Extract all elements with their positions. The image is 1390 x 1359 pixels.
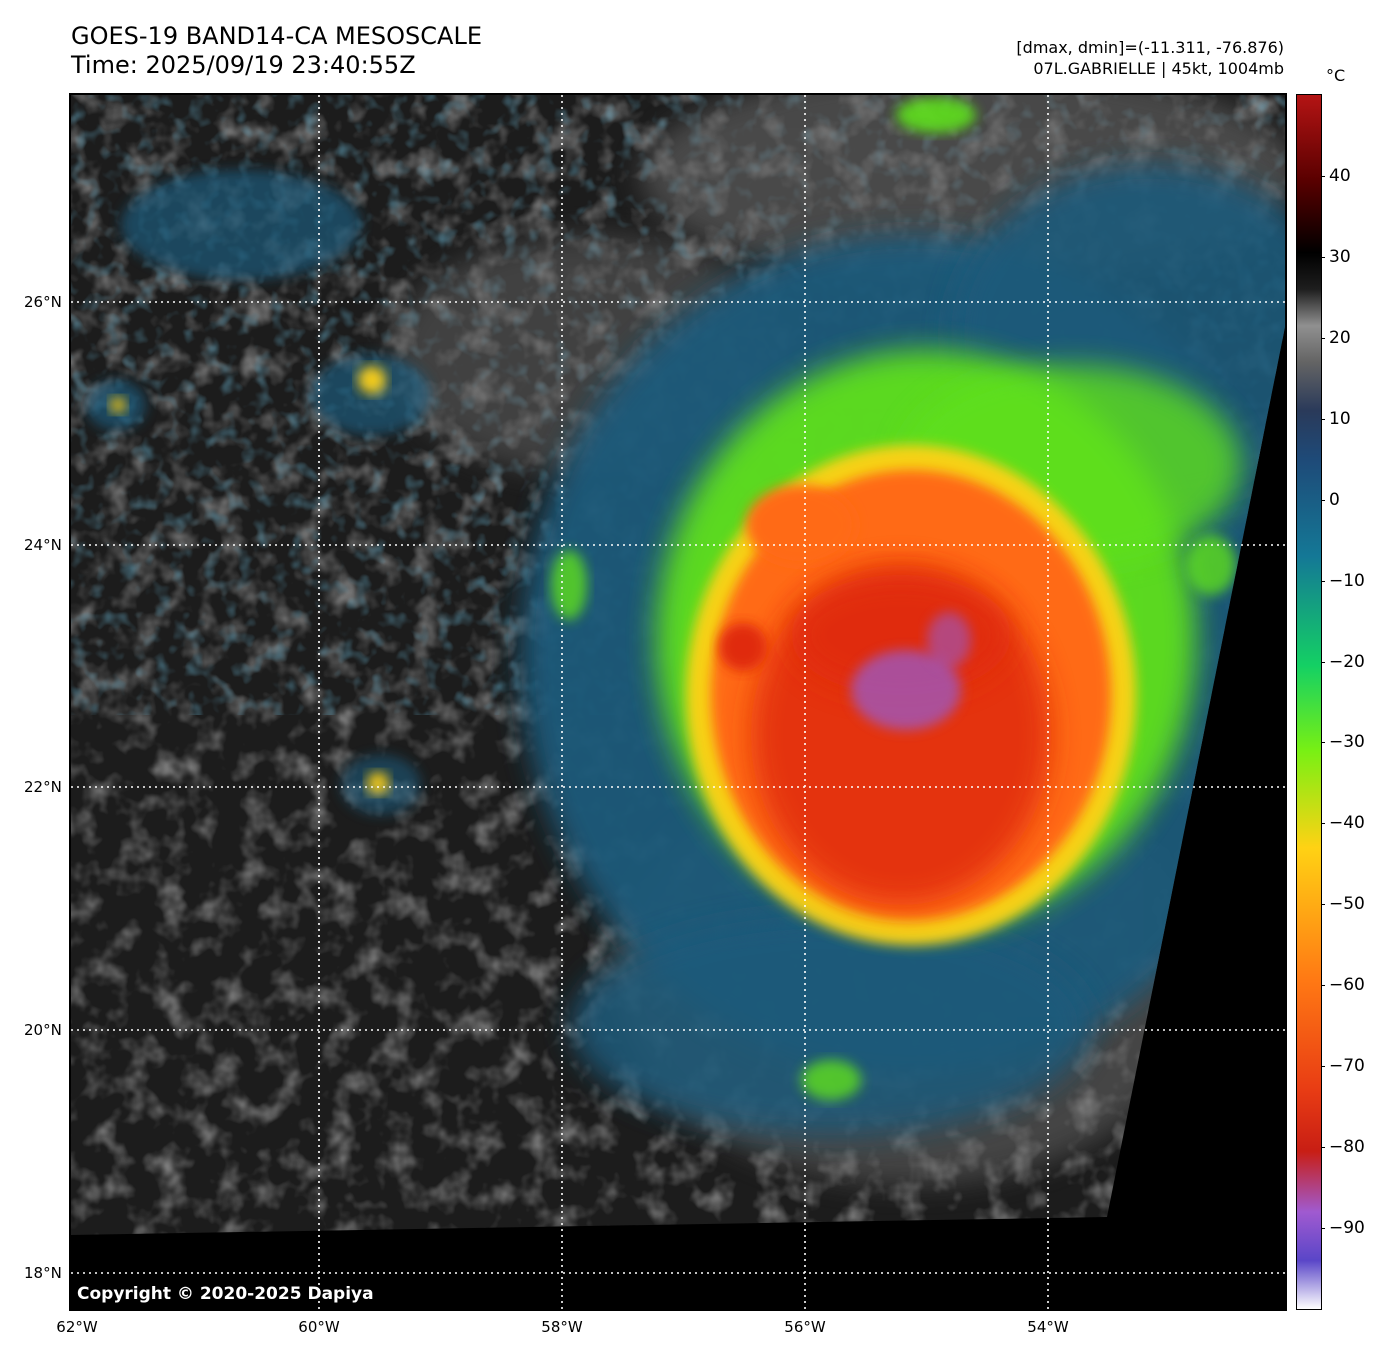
imagery-layer — [71, 95, 1285, 1235]
colorbar-tick — [1321, 499, 1325, 501]
figure-time: Time: 2025/09/19 23:40:55Z — [71, 51, 416, 79]
colorbar-tick — [1321, 580, 1325, 582]
colorbar-tick — [1321, 742, 1325, 744]
colorbar-tick — [1321, 661, 1325, 663]
colorbar-unit: °C — [1326, 66, 1346, 85]
lon-label-54w: 54°W — [1027, 1318, 1069, 1336]
colorbar-tick-label: 20 — [1329, 327, 1351, 348]
colorbar-tick-label: −50 — [1329, 894, 1365, 915]
colorbar-tick-label: −60 — [1329, 975, 1365, 996]
colorbar-tick-label: −80 — [1329, 1137, 1365, 1158]
colorbar — [1296, 94, 1322, 1310]
lat-label-18n: 18°N — [24, 1264, 62, 1282]
colorbar-tick-label: 10 — [1329, 408, 1351, 429]
colorbar-tick-label: 0 — [1329, 489, 1340, 510]
dmax-dmin-info: [dmax, dmin]=(-11.311, -76.876) — [1016, 38, 1284, 57]
storm-info: 07L.GABRIELLE | 45kt, 1004mb — [1033, 59, 1284, 78]
lon-label-56w: 56°W — [784, 1318, 826, 1336]
figure-title: GOES-19 BAND14-CA MESOSCALE — [71, 22, 482, 50]
colorbar-tick — [1321, 337, 1325, 339]
colorbar-tick-label: −10 — [1329, 570, 1365, 591]
colorbar-tick — [1321, 1228, 1325, 1230]
colorbar-tick-label: 40 — [1329, 165, 1351, 186]
colorbar-tick-label: −30 — [1329, 732, 1365, 753]
colorbar-tick — [1321, 175, 1325, 177]
colorbar-tick — [1321, 418, 1325, 420]
lat-label-22n: 22°N — [24, 778, 62, 796]
satellite-image — [71, 95, 1285, 1309]
lon-label-60w: 60°W — [298, 1318, 340, 1336]
colorbar-tick-label: −70 — [1329, 1056, 1365, 1077]
colorbar-tick-label: 30 — [1329, 246, 1351, 267]
lon-label-58w: 58°W — [541, 1318, 583, 1336]
cold-cloud-top — [851, 612, 971, 730]
lon-label-62w: 62°W — [56, 1318, 98, 1336]
colorbar-tick — [1321, 823, 1325, 825]
colorbar-tick-label: −90 — [1329, 1218, 1365, 1239]
lat-label-26n: 26°N — [24, 293, 62, 311]
lat-label-20n: 20°N — [24, 1021, 62, 1039]
colorbar-tick — [1321, 1066, 1325, 1068]
graticule — [71, 95, 1285, 1309]
lat-label-24n: 24°N — [24, 536, 62, 554]
colorbar-tick-label: −20 — [1329, 651, 1365, 672]
copyright-text: Copyright © 2020-2025 Dapiya — [77, 1284, 374, 1304]
colorbar-tick — [1321, 985, 1325, 987]
colorbar-tick-label: −40 — [1329, 813, 1365, 834]
colorbar-tick — [1321, 1147, 1325, 1149]
colorbar-tick — [1321, 256, 1325, 258]
colorbar-tick — [1321, 904, 1325, 906]
satellite-map: Copyright © 2020-2025 Dapiya — [69, 93, 1287, 1311]
